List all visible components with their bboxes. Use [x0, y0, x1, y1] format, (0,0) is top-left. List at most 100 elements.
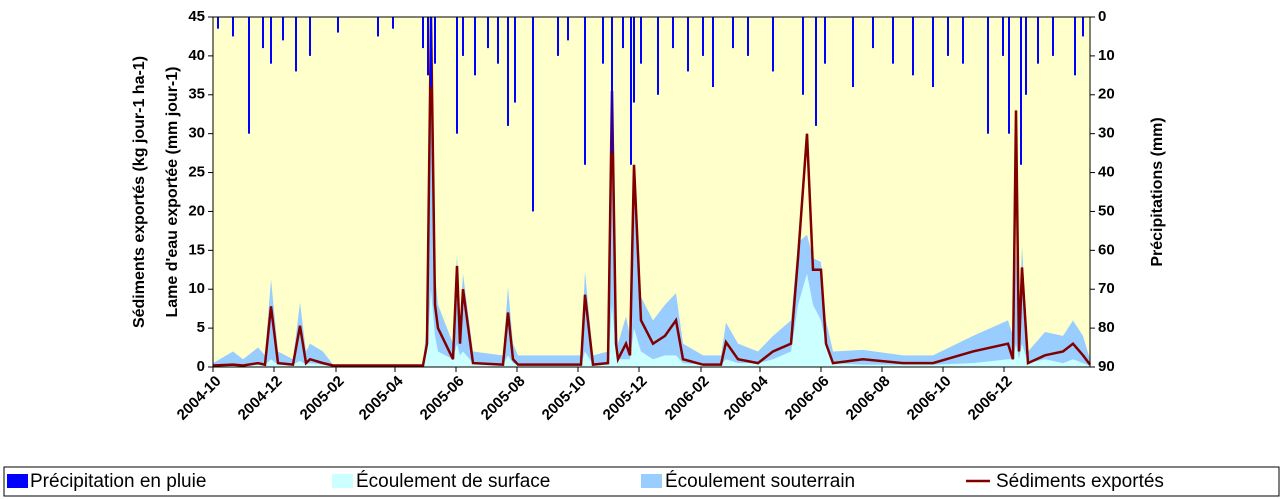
precip-bar [427, 17, 429, 76]
precip-bar [1052, 17, 1054, 56]
x-tick-label: 2005-08 [478, 373, 529, 424]
precip-bar [1008, 17, 1010, 134]
y2-tick-label: 0 [1098, 8, 1106, 25]
y-tick-label: 10 [188, 280, 205, 297]
precip-bar [1074, 17, 1076, 76]
precip-bar [557, 17, 559, 56]
y2-axis-title: Précipitations (mm) [1149, 117, 1166, 266]
y-tick-label: 40 [188, 47, 205, 64]
x-tick-label: 2004-10 [174, 373, 225, 424]
x-tick-label: 2006-04 [721, 372, 772, 423]
precip-bar [611, 17, 613, 154]
x-tick-label: 2004-12 [235, 373, 286, 424]
precip-bar [657, 17, 659, 95]
precip-bar [434, 17, 436, 64]
precip-bar [430, 17, 432, 87]
precip-bar [248, 17, 250, 134]
precip-bar [602, 17, 604, 64]
precip-bar [532, 17, 534, 212]
precip-bar [1037, 17, 1039, 64]
precip-bar [567, 17, 569, 41]
precip-bar [309, 17, 311, 56]
legend-swatch [7, 474, 28, 488]
precip-bar [732, 17, 734, 49]
x-tick-label: 2005-12 [600, 373, 651, 424]
precip-bar [282, 17, 284, 41]
precip-bar [672, 17, 674, 49]
precip-bar [422, 17, 424, 49]
precip-bar [217, 17, 219, 29]
y2-tick-label: 10 [1098, 47, 1115, 64]
x-tick-label: 2005-10 [539, 373, 590, 424]
y2-tick-label: 60 [1098, 241, 1115, 258]
x-tick-label: 2006-12 [965, 373, 1016, 424]
precip-bar [892, 17, 894, 64]
legend-label: Écoulement souterrain [665, 471, 855, 492]
precip-bar [772, 17, 774, 72]
precip-bar [262, 17, 264, 49]
x-tick-label: 2006-06 [782, 373, 833, 424]
flow-area [213, 273, 1090, 367]
precip-bar [987, 17, 989, 134]
precip-bar [633, 17, 635, 103]
sediment-line [212, 16, 1092, 367]
y2-tick-label: 20 [1098, 86, 1115, 103]
precip-bar [497, 17, 499, 64]
precip-bar [1020, 17, 1022, 165]
precip-bar [640, 17, 642, 64]
precip-bar [456, 17, 458, 134]
legend-label: Écoulement de surface [356, 471, 550, 492]
precip-bar [824, 17, 826, 64]
x-tick-label: 2006-08 [843, 373, 894, 424]
y-tick-label: 20 [188, 202, 205, 219]
precip-bar [232, 17, 234, 37]
y2-tick-label: 90 [1098, 358, 1115, 375]
precip-bar [947, 17, 949, 56]
precip-bar [747, 17, 749, 56]
legend-label: Sédiments exportés [996, 471, 1164, 492]
precip-bar [270, 17, 272, 64]
precip-bar [392, 17, 394, 29]
y-tick-label: 30 [188, 125, 205, 142]
precip-bar [872, 17, 874, 49]
precip-bar [962, 17, 964, 64]
precip-bar [932, 17, 934, 87]
y-tick-label: 45 [188, 8, 205, 25]
precip-bar [462, 17, 464, 56]
precip-bar [1002, 17, 1004, 56]
precip-bar [852, 17, 854, 87]
y2-tick-label: 70 [1098, 280, 1115, 297]
plot-frame [212, 16, 1091, 368]
legend-swatch [332, 474, 353, 488]
precip-bar [295, 17, 297, 72]
precip-bar [487, 17, 489, 49]
y-tick-label: 25 [188, 164, 205, 181]
legend-swatch [641, 474, 662, 488]
plot-area [213, 17, 1090, 367]
precip-bar [514, 17, 516, 103]
precip-bar [802, 17, 804, 95]
y2-tick-label: 40 [1098, 164, 1115, 181]
x-tick-label: 2005-02 [297, 373, 348, 424]
precip-bar [687, 17, 689, 72]
y-axis-title: Sédiments exportés (kg jour-1 ha-1) [131, 56, 148, 328]
precip-bar [1025, 17, 1027, 95]
x-tick-label: 2006-02 [662, 373, 713, 424]
precip-bar [507, 17, 509, 126]
y-tick-label: 15 [188, 241, 205, 258]
y2-tick-label: 50 [1098, 202, 1115, 219]
y2-tick-label: 80 [1098, 319, 1115, 336]
x-tick-label: 2006-10 [904, 373, 955, 424]
y-tick-label: 5 [197, 319, 205, 336]
precip-bar [630, 17, 632, 165]
y-tick-label: 35 [188, 86, 205, 103]
y-tick-label: 0 [197, 358, 205, 375]
precip-bar [622, 17, 624, 49]
precip-bar [337, 17, 339, 33]
y-axis-title: Lame d'eau exportée (mm jour-1) [164, 67, 181, 318]
precip-bar [702, 17, 704, 56]
precip-bar [712, 17, 714, 87]
precip-bar [474, 17, 476, 76]
precip-bar [815, 17, 817, 126]
